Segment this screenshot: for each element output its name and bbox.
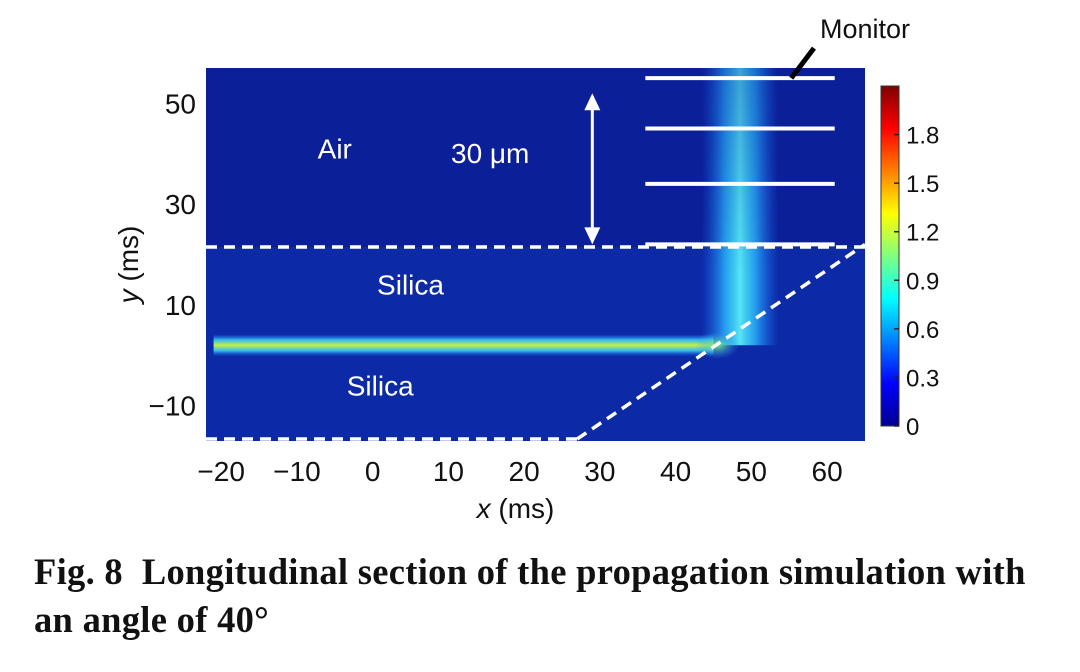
colorbar-tick-label: 1.8 xyxy=(906,123,939,150)
distance-label: 30 μm xyxy=(451,138,529,169)
x-tick-label: −10 xyxy=(273,456,321,487)
y-axis-ticks: 50 30 10 −10 xyxy=(149,88,197,421)
slanted-end-face xyxy=(576,242,866,441)
x-axis-title: x (ms) xyxy=(475,493,555,524)
region-label: Silica xyxy=(377,270,444,301)
reflected-beam xyxy=(701,68,780,346)
monitor-label: Monitor xyxy=(820,14,910,44)
x-tick-label: 60 xyxy=(812,456,843,487)
colorbar-tick-label: 0.6 xyxy=(906,317,939,344)
y-axis-variable: y xyxy=(113,287,144,305)
y-axis-title: y (ms) xyxy=(113,226,144,306)
colorbar-tick-label: 1.2 xyxy=(906,220,939,247)
caption-text: Longitudinal section of the propagation … xyxy=(34,551,1026,640)
colorbar-tick-label: 1.5 xyxy=(906,171,939,198)
monitor-pointer xyxy=(789,46,816,80)
y-tick-label: 10 xyxy=(165,290,196,321)
x-tick-label: −20 xyxy=(197,456,245,487)
y-tick-label: 50 xyxy=(165,88,196,119)
x-axis-ticks: −20 −10 0 10 20 30 40 50 60 xyxy=(197,456,842,487)
x-tick-label: 10 xyxy=(433,456,464,487)
colorbar-ticks: 1.8 1.5 1.2 0.9 0.6 0.3 0 xyxy=(894,123,939,441)
y-tick-label: 30 xyxy=(165,189,196,220)
colorbar-tick-label: 0.3 xyxy=(906,365,939,392)
figure-number: Fig. 8 xyxy=(34,551,123,592)
x-tick-label: 20 xyxy=(509,456,540,487)
x-axis-variable: x xyxy=(475,493,492,524)
monitor-lines xyxy=(645,76,835,247)
region-label: Air xyxy=(318,134,352,165)
x-tick-label: 40 xyxy=(660,456,691,487)
colorbar xyxy=(880,85,900,427)
y-tick-label: −10 xyxy=(149,391,197,422)
x-tick-label: 30 xyxy=(584,456,615,487)
distance-arrow-head-bottom xyxy=(584,227,601,245)
distance-arrow xyxy=(584,93,601,245)
y-axis-unit: (ms) xyxy=(113,226,144,282)
x-tick-label: 0 xyxy=(365,456,381,487)
heatmap-plot xyxy=(206,68,865,441)
colorbar-tick-label: 0.9 xyxy=(906,268,939,295)
region-label: Silica xyxy=(347,371,414,402)
distance-arrow-head-top xyxy=(584,93,601,111)
colorbar-tick-label: 0 xyxy=(906,414,919,441)
x-tick-label: 50 xyxy=(736,456,767,487)
figure-caption: Fig. 8 Longitudinal section of the propa… xyxy=(34,548,1064,644)
waveguide-beam xyxy=(213,334,714,357)
region-labels: Air Silica Silica xyxy=(318,134,445,402)
x-axis-unit: (ms) xyxy=(498,493,554,524)
